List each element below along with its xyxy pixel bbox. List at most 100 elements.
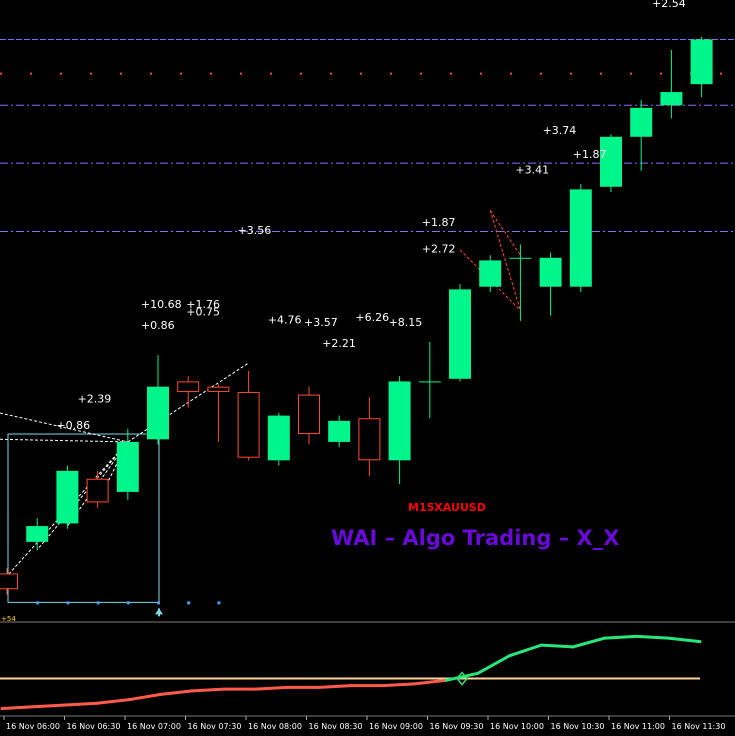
oscillator-segment <box>0 705 36 710</box>
bull-candle <box>539 252 562 316</box>
oscillator-segment <box>476 654 512 675</box>
candle-body <box>116 441 139 492</box>
bull-candle <box>26 518 49 550</box>
x-tick-label: 16 Nov 09:30 <box>430 722 484 731</box>
trade-annotation: +3.41 <box>515 164 549 177</box>
trade-annotation: +8.15 <box>389 316 423 329</box>
trade-annotation: +3.57 <box>304 316 338 329</box>
trend-line <box>0 412 128 443</box>
candle-body <box>267 415 290 461</box>
trade-annotation: +6.26 <box>355 311 389 324</box>
candle-body <box>600 136 622 187</box>
bull-candle <box>147 355 169 445</box>
x-tick-label: 16 Nov 07:30 <box>188 722 242 731</box>
trend-line <box>36 441 129 551</box>
crossover-marker <box>456 671 469 686</box>
box-dot <box>217 601 221 605</box>
x-tick-label: 16 Nov 08:30 <box>309 722 363 731</box>
candle-body <box>690 39 713 85</box>
bull-candle <box>690 36 713 98</box>
candle-body <box>26 526 49 542</box>
bull-candle <box>449 284 471 382</box>
box-dot <box>187 601 191 605</box>
oscillator-segment <box>444 671 480 682</box>
candle-body <box>207 386 230 392</box>
bull-candle <box>479 255 502 292</box>
trade-annotation: +4.76 <box>268 314 302 327</box>
oscillator-segment <box>539 643 575 649</box>
box-dot <box>66 601 70 605</box>
trade-annotations: +10.68 +0.86 +1.76+0.75 +3.56 +4.76 +3.57 +2.2… <box>56 124 606 432</box>
bear-candle <box>237 370 260 461</box>
candle-body <box>479 260 502 287</box>
bull-candle <box>418 341 441 419</box>
bear-candle <box>0 568 18 595</box>
trade-annotation: +2.72 <box>422 243 456 256</box>
bull-candle <box>116 428 139 500</box>
candle-body <box>358 418 381 461</box>
oscillator-segment <box>127 692 163 702</box>
bear-candle <box>358 397 381 477</box>
oscillator-segment <box>508 643 543 658</box>
trade-annotation: +1.87 <box>573 148 607 161</box>
trend-line <box>0 438 128 443</box>
oscillator-segment <box>32 703 67 709</box>
candle-body <box>388 381 411 461</box>
candle-body <box>328 420 351 442</box>
selection-box <box>7 433 221 617</box>
bull-candle <box>388 376 411 484</box>
oscillator-segment <box>63 701 99 707</box>
x-tick-label: 16 Nov 06:00 <box>6 722 60 731</box>
bull-candle <box>600 134 622 193</box>
symbol-label: M15XAUUSD <box>408 501 486 514</box>
bear-candle <box>177 376 200 408</box>
trade-annotation: +0.86 <box>56 419 90 432</box>
trade-annotation: +3.74 <box>543 124 577 137</box>
oscillator-segment <box>635 634 670 640</box>
bear-candle <box>86 470 109 508</box>
trade-annotation: +1.76 <box>186 298 220 311</box>
trade-annotation: +0.75 <box>186 306 220 319</box>
candle-body <box>509 257 532 259</box>
oscillator-segment <box>571 636 607 649</box>
box-dot <box>96 601 100 605</box>
oscillator-segment <box>95 698 131 705</box>
x-tick-label: 16 Nov 09:00 <box>369 722 423 731</box>
oscillator-segment <box>412 678 448 686</box>
candle-body <box>539 257 562 287</box>
bull-candle <box>328 415 351 448</box>
panel-edge-label: +54 <box>1 615 16 623</box>
candle-body <box>569 189 592 287</box>
x-tick-label: 16 Nov 10:30 <box>551 722 605 731</box>
x-tick-label: 16 Nov 11:30 <box>672 722 726 731</box>
candle-body <box>147 386 169 440</box>
bull-candle <box>630 99 653 171</box>
trade-annotation: +1.87 <box>422 216 456 229</box>
trade-annotation: +10.68 <box>141 298 182 311</box>
candle-body <box>298 394 320 435</box>
x-tick-label: 16 Nov 10:00 <box>490 722 544 731</box>
candle-body <box>630 107 653 137</box>
x-axis-ticks: 16 Nov 06:00 16 Nov 06:30 16 Nov 07:00 16 N… <box>3 716 726 731</box>
candles <box>0 36 713 595</box>
oscillator-panel <box>0 634 702 710</box>
box-outline <box>7 433 160 603</box>
bull-candle <box>509 244 532 321</box>
x-tick-label: 16 Nov 06:30 <box>67 722 121 731</box>
candle-body <box>177 381 200 392</box>
oscillator-segment <box>603 634 639 640</box>
oscillator-segment <box>317 684 353 689</box>
x-tick-label: 16 Nov 11:00 <box>611 722 665 731</box>
bear-candle <box>207 384 230 442</box>
box-dot <box>36 601 40 605</box>
trade-annotation: +0.86 <box>141 319 175 332</box>
candle-body <box>237 391 260 458</box>
oscillator-segment <box>666 636 702 644</box>
candle-body <box>0 573 18 590</box>
bull-candle <box>569 184 592 292</box>
trend-line <box>489 210 521 311</box>
watermark-text: WAI – Algo Trading – X_X <box>331 526 619 550</box>
oscillator-segment <box>254 685 290 691</box>
trend-line <box>489 210 521 256</box>
